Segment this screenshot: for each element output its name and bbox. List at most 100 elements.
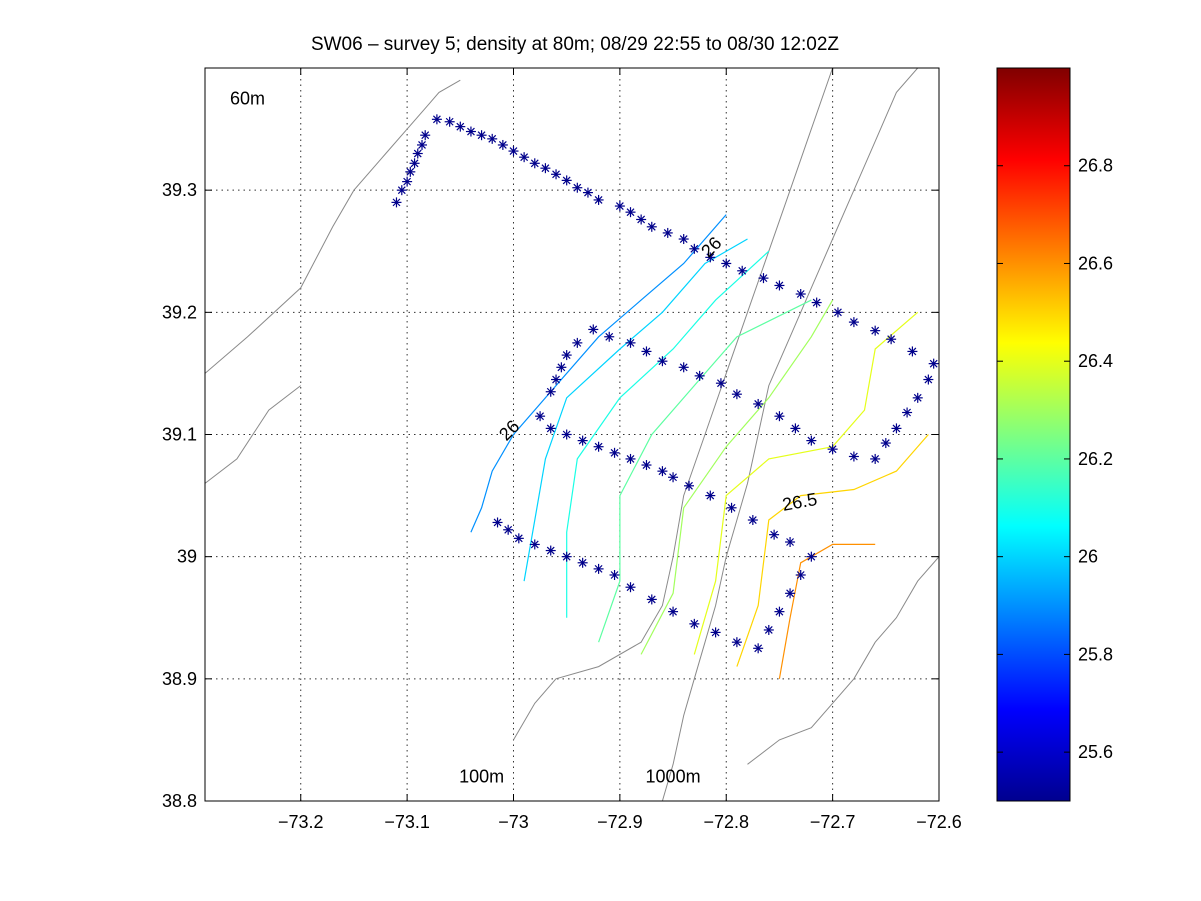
bathymetry-line (205, 385, 302, 484)
station-marker (848, 451, 859, 462)
y-tick-label: 39 (177, 547, 197, 567)
station-marker (409, 158, 420, 169)
station-marker (593, 563, 604, 574)
station-marker (641, 460, 652, 471)
colorbar-tick-label: 26 (1078, 547, 1098, 567)
station-marker (588, 324, 599, 335)
station-marker (886, 334, 897, 345)
station-marker (420, 130, 431, 141)
station-marker (492, 517, 503, 528)
isobath-label: 100m (459, 767, 504, 787)
station-marker (769, 529, 780, 540)
station-marker (806, 551, 817, 562)
station-marker (902, 407, 913, 418)
station-marker (503, 524, 514, 535)
station-marker (465, 126, 476, 137)
colorbar-gradient (996, 67, 1071, 802)
bathymetry-line (747, 556, 939, 765)
station-marker (806, 435, 817, 446)
station-marker (758, 273, 769, 284)
station-marker (668, 472, 679, 483)
station-marker (535, 411, 546, 422)
station-marker (646, 221, 657, 232)
density-contour (523, 238, 748, 582)
x-tick-label: −73 (498, 812, 529, 832)
station-marker (731, 637, 742, 648)
station-marker (705, 252, 716, 263)
station-marker (646, 594, 657, 605)
station-marker (551, 374, 562, 385)
station-marker (880, 438, 891, 449)
y-tick-label: 39.3 (162, 180, 197, 200)
colorbar: 25.6 25.8 26 26.2 26.4 26.6 26.8 (996, 67, 1113, 802)
station-marker (561, 350, 572, 361)
station-marker (657, 356, 668, 367)
station-marker (551, 169, 562, 180)
station-marker (785, 537, 796, 548)
station-marker (795, 289, 806, 300)
station-marker (923, 374, 934, 385)
station-marker (753, 398, 764, 409)
station-marker (444, 116, 455, 127)
station-marker (561, 551, 572, 562)
station-marker (431, 114, 442, 125)
isobath-label: 60m (230, 89, 265, 109)
station-marker (391, 197, 402, 208)
density-contour (470, 214, 727, 533)
station-marker (689, 618, 700, 629)
station-marker (529, 539, 540, 550)
station-marker (774, 606, 785, 617)
y-tick-label: 38.9 (162, 669, 197, 689)
density-contour (736, 434, 929, 667)
x-tick-label: −73.1 (384, 812, 430, 832)
station-marker (545, 545, 556, 556)
station-marker (832, 307, 843, 318)
x-tick-label: −73.2 (278, 812, 324, 832)
station-marker (657, 466, 668, 477)
station-marker (529, 158, 540, 169)
station-marker (405, 166, 416, 177)
station-marker (763, 624, 774, 635)
station-marker (726, 502, 737, 513)
station-marker (721, 258, 732, 269)
station-marker (604, 331, 615, 342)
station-marker (907, 346, 918, 357)
station-marker (731, 389, 742, 400)
station-marker (508, 146, 519, 157)
station-marker (684, 480, 695, 491)
bathymetry-line (205, 79, 461, 374)
station-marker (577, 557, 588, 568)
station-marker (519, 152, 530, 163)
station-marker (694, 370, 705, 381)
station-marker (678, 234, 689, 245)
station-marker (487, 133, 498, 144)
station-marker (402, 176, 413, 187)
station-marker (545, 423, 556, 434)
station-marker (577, 435, 588, 446)
station-marker (689, 243, 700, 254)
colorbar-tick-label: 26.6 (1078, 253, 1113, 273)
station-marker (556, 362, 567, 373)
station-marker (540, 163, 551, 174)
station-marker (928, 358, 939, 369)
station-marker (513, 533, 524, 544)
density-contour (778, 543, 876, 679)
y-tick-label: 39.1 (162, 425, 197, 445)
station-marker (636, 214, 647, 225)
station-marker (497, 139, 508, 150)
station-marker (417, 139, 428, 150)
station-marker (593, 441, 604, 452)
station-marker (609, 447, 620, 458)
station-marker (710, 627, 721, 638)
station-marker (785, 588, 796, 599)
station-marker (747, 515, 758, 526)
station-marker (561, 429, 572, 440)
station-marker (561, 175, 572, 186)
colorbar-tick-label: 26.2 (1078, 449, 1113, 469)
station-marker (662, 227, 673, 238)
station-marker (572, 337, 583, 348)
station-marker (811, 297, 822, 308)
station-marker (705, 490, 716, 501)
station-marker (790, 423, 801, 434)
x-tick-label: −72.8 (703, 812, 749, 832)
